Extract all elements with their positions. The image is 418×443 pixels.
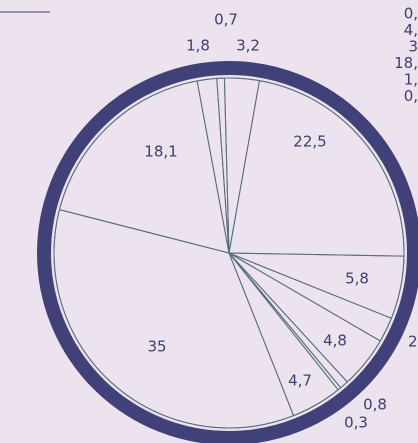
- slice-label: 0,8: [363, 396, 387, 414]
- slice-label: 4,8: [323, 332, 347, 350]
- slice-label: 4,7: [288, 372, 312, 390]
- slice-label: 22,5: [293, 133, 326, 151]
- slice-label: 2: [408, 333, 418, 351]
- slice-label: 5,8: [345, 270, 369, 288]
- slice-label: 3,2: [236, 37, 260, 55]
- side-label: 0,: [404, 5, 418, 23]
- slice-label: 18,1: [144, 143, 177, 161]
- side-label: 1,: [404, 71, 418, 89]
- side-label: 4,: [404, 21, 418, 39]
- slice-label: 0,7: [214, 11, 238, 29]
- side-label: 0,: [404, 87, 418, 105]
- slice-label: 0,3: [344, 414, 368, 432]
- pie-slice: [228, 80, 405, 257]
- pie-slice: [58, 80, 230, 254]
- slice-label: 1,8: [186, 37, 210, 55]
- outer-ring: [37, 61, 418, 443]
- pie-slice: [216, 77, 230, 254]
- side-label: 3: [408, 38, 418, 56]
- pie-slice: [53, 209, 295, 429]
- side-label: 18,: [394, 54, 418, 72]
- slice-label: 35: [147, 338, 166, 356]
